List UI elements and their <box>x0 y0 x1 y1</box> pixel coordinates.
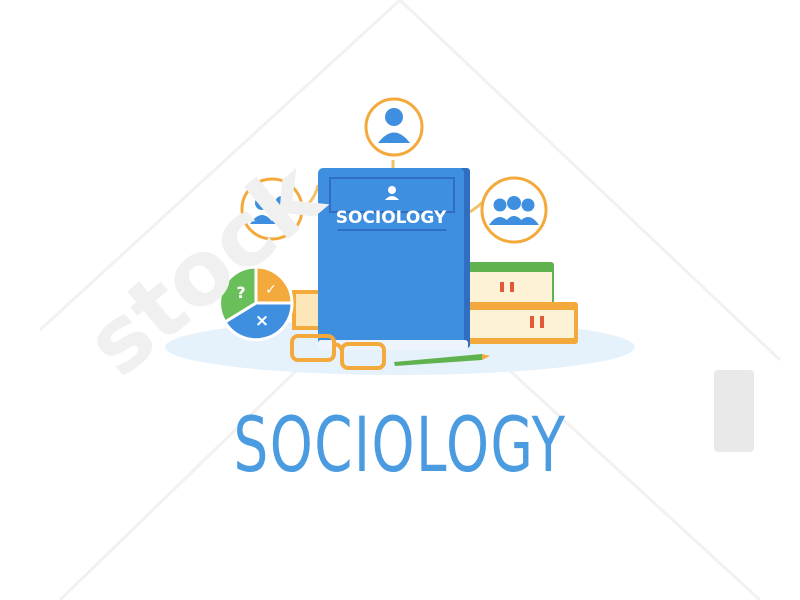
pie-chart-icon: ? ✓ × <box>218 265 294 342</box>
three-people-icon <box>480 176 548 244</box>
chart-question-symbol: ? <box>236 283 245 302</box>
book-stack-right <box>458 262 578 344</box>
caption-title: SOCIOLOGY <box>233 400 567 489</box>
two-people-icon <box>240 177 304 241</box>
book-title: SOCIOLOGY <box>336 208 447 228</box>
single-person-icon <box>364 97 424 157</box>
pencil-icon <box>394 354 490 366</box>
glasses-icon <box>290 334 386 370</box>
right-edge-tab <box>714 370 754 452</box>
chart-check-symbol: ✓ <box>265 282 277 298</box>
book-icon: SOCIOLOGY <box>318 168 470 350</box>
chart-cross-symbol: × <box>255 311 269 331</box>
